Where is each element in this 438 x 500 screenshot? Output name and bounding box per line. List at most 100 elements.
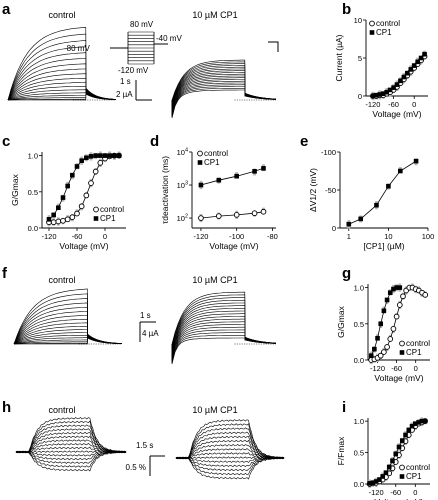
- individual-point: [395, 80, 399, 84]
- individual-point: [98, 151, 102, 155]
- fluorescence-trace: [175, 431, 285, 460]
- legend-control-marker: [369, 20, 375, 27]
- current-trace: [7, 27, 117, 101]
- current-trace: [13, 288, 123, 345]
- individual-point: [391, 456, 394, 460]
- fluorescence-trace: [175, 419, 285, 460]
- cp1-point: [74, 164, 80, 169]
- cp1-point: [56, 205, 61, 211]
- cp1-point: [406, 427, 412, 433]
- cp1-point: [377, 477, 382, 482]
- x-axis-label: Voltage (mV): [374, 373, 423, 383]
- y-tick-label: 0.0: [28, 224, 38, 233]
- fluorescence-trace: [175, 444, 285, 460]
- individual-point: [89, 152, 93, 155]
- cp1-point: [413, 421, 418, 426]
- y-tick-label: 1.0: [354, 284, 364, 293]
- control-point: [396, 302, 403, 308]
- individual-point: [420, 417, 424, 421]
- a-scale-current: 2 µA: [116, 90, 133, 99]
- h-scale-bar: 1.5 s 0.5 %: [126, 441, 165, 476]
- fluorescence-trace: [175, 456, 285, 476]
- current-trace: [171, 329, 277, 361]
- individual-point: [392, 290, 395, 294]
- f-scale-time: 1 s: [140, 311, 151, 320]
- legend-cp1-marker: [399, 350, 405, 355]
- individual-point: [416, 57, 420, 61]
- cp1-point: [374, 202, 379, 208]
- panel-label-e: e: [300, 133, 308, 150]
- individual-point: [381, 472, 385, 476]
- individual-point: [378, 90, 382, 94]
- cp1-point: [116, 153, 122, 158]
- individual-point: [199, 186, 203, 190]
- y-tick-label: 0: [332, 224, 336, 233]
- x-tick-label: -60: [391, 364, 402, 373]
- cp1-point: [398, 78, 403, 84]
- control-point: [69, 214, 76, 220]
- control-point: [64, 216, 71, 223]
- panel-label-h: h: [2, 399, 11, 416]
- x-tick-label: -100: [229, 232, 244, 241]
- legend-label: CP1: [406, 472, 422, 481]
- individual-point: [374, 477, 378, 481]
- cp1-point: [397, 285, 403, 290]
- protocol-minus120mv-label: -120 mV: [118, 66, 149, 75]
- individual-point: [398, 283, 402, 287]
- individual-point: [66, 181, 70, 185]
- y-axis-label: G/Gmax: [336, 305, 346, 337]
- legend-label: control: [406, 339, 430, 348]
- y-tick-label: -100: [321, 148, 336, 157]
- legend-control-marker: [399, 464, 405, 471]
- legend-label: CP1: [376, 28, 392, 37]
- legend-cp1-marker: [197, 160, 203, 165]
- x-tick-label: 10: [384, 232, 392, 241]
- fluorescence-trace: [175, 448, 285, 460]
- cp1-point: [234, 173, 239, 179]
- cp1-point: [411, 63, 417, 68]
- legend-label: CP1: [406, 348, 422, 357]
- legend-label: control: [100, 205, 124, 214]
- fluorescence-trace: [175, 456, 285, 480]
- cp1-point: [198, 182, 204, 188]
- cp1-point: [367, 481, 372, 486]
- control-point: [74, 210, 80, 217]
- legend-control-marker: [399, 340, 405, 347]
- cp1-point: [102, 153, 108, 158]
- control-point: [88, 180, 94, 186]
- fluorescence-trace: [15, 443, 127, 454]
- y-tick-label: 5: [358, 54, 362, 63]
- panel-label-a: a: [2, 1, 11, 18]
- panel-label-f: f: [2, 265, 8, 282]
- y-tick-label: 0.5: [354, 449, 364, 458]
- current-trace: [171, 332, 277, 362]
- legend-label: control: [376, 19, 400, 28]
- cp1-point: [394, 82, 400, 87]
- a-voltage-protocol: 80 mV -80 mV -120 mV -40 mV: [64, 20, 182, 75]
- control-point: [422, 292, 429, 298]
- x-tick-label: 0: [412, 100, 416, 109]
- cp1-point: [396, 444, 402, 450]
- legend-control-marker: [93, 206, 99, 213]
- individual-point: [409, 65, 413, 69]
- chart-g: -120 -60 0 0.0 0.5 1.0 Voltage (mV) G/Gmax contr…: [336, 283, 430, 383]
- individual-point: [368, 479, 372, 483]
- x-tick-label: -120: [365, 100, 380, 109]
- y-tick-label: 0.5: [354, 320, 364, 329]
- y-tick-label: 0.0: [354, 356, 364, 365]
- individual-point: [392, 284, 395, 288]
- chart-b: -120 -60 0 0 5 10 Voltage (mV) Current (µA) cont…: [334, 16, 428, 119]
- current-trace: [171, 73, 277, 109]
- cp1-point: [416, 420, 421, 425]
- individual-point: [199, 180, 203, 184]
- cp1-point: [368, 353, 374, 358]
- x-tick-label: -60: [390, 488, 401, 497]
- f-cp1-traces: [171, 291, 277, 365]
- y-tick-label: 0.5: [28, 188, 38, 197]
- individual-point: [410, 422, 414, 426]
- current-trace: [171, 59, 277, 101]
- cp1-point: [107, 153, 112, 158]
- chart-e: 1 10 100 0 -50 -100 [CP1] (µM) ΔV1/2 (mV): [308, 148, 434, 251]
- individual-point: [347, 225, 351, 229]
- cp1-point: [216, 177, 222, 183]
